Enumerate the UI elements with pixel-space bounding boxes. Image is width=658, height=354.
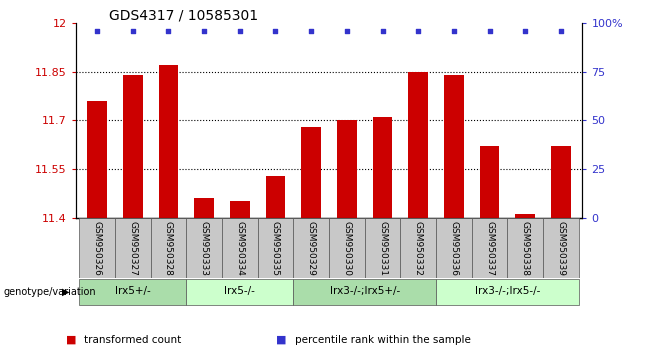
Bar bbox=[400, 218, 436, 278]
Bar bbox=[507, 218, 543, 278]
Bar bbox=[436, 279, 579, 305]
Point bbox=[520, 28, 530, 34]
Point bbox=[555, 28, 566, 34]
Text: GSM950333: GSM950333 bbox=[199, 221, 209, 276]
Bar bbox=[88, 101, 107, 218]
Point bbox=[163, 28, 174, 34]
Text: lrx5-/-: lrx5-/- bbox=[224, 286, 255, 297]
Text: GSM950339: GSM950339 bbox=[557, 221, 565, 276]
Text: GSM950332: GSM950332 bbox=[414, 221, 422, 276]
Text: GSM950336: GSM950336 bbox=[449, 221, 459, 276]
Text: GSM950334: GSM950334 bbox=[236, 221, 244, 276]
Bar bbox=[194, 198, 214, 218]
Point bbox=[484, 28, 495, 34]
Text: GSM950330: GSM950330 bbox=[342, 221, 351, 276]
Bar bbox=[151, 218, 186, 278]
Text: transformed count: transformed count bbox=[84, 335, 182, 345]
Bar bbox=[222, 218, 258, 278]
Text: GSM950335: GSM950335 bbox=[271, 221, 280, 276]
Text: GSM950329: GSM950329 bbox=[307, 221, 316, 276]
Point bbox=[449, 28, 459, 34]
Bar bbox=[444, 75, 464, 218]
Bar bbox=[230, 201, 249, 218]
Bar bbox=[293, 279, 436, 305]
Point bbox=[306, 28, 316, 34]
Bar bbox=[329, 218, 365, 278]
Text: lrx3-/-;lrx5-/-: lrx3-/-;lrx5-/- bbox=[474, 286, 540, 297]
Text: GDS4317 / 10585301: GDS4317 / 10585301 bbox=[109, 9, 258, 23]
Bar bbox=[301, 127, 321, 218]
Point bbox=[377, 28, 388, 34]
Bar bbox=[543, 218, 579, 278]
Text: ▶: ▶ bbox=[62, 287, 69, 297]
Text: GSM950337: GSM950337 bbox=[485, 221, 494, 276]
Text: ■: ■ bbox=[66, 335, 76, 345]
Point bbox=[413, 28, 424, 34]
Text: ■: ■ bbox=[276, 335, 287, 345]
Text: GSM950328: GSM950328 bbox=[164, 221, 173, 276]
Bar bbox=[472, 218, 507, 278]
Point bbox=[128, 28, 138, 34]
Bar bbox=[266, 176, 286, 218]
Point bbox=[234, 28, 245, 34]
Bar bbox=[258, 218, 293, 278]
Bar bbox=[186, 279, 293, 305]
Bar bbox=[79, 218, 115, 278]
Bar bbox=[123, 75, 143, 218]
Point bbox=[270, 28, 281, 34]
Bar bbox=[515, 215, 535, 218]
Text: GSM950331: GSM950331 bbox=[378, 221, 387, 276]
Point bbox=[342, 28, 352, 34]
Bar bbox=[365, 218, 400, 278]
Point bbox=[199, 28, 209, 34]
Bar bbox=[436, 218, 472, 278]
Bar bbox=[159, 65, 178, 218]
Bar bbox=[79, 279, 186, 305]
Text: lrx5+/-: lrx5+/- bbox=[115, 286, 151, 297]
Bar bbox=[372, 117, 392, 218]
Text: lrx3-/-;lrx5+/-: lrx3-/-;lrx5+/- bbox=[330, 286, 400, 297]
Bar bbox=[551, 146, 570, 218]
Bar bbox=[480, 146, 499, 218]
Text: percentile rank within the sample: percentile rank within the sample bbox=[295, 335, 470, 345]
Text: genotype/variation: genotype/variation bbox=[3, 287, 96, 297]
Bar bbox=[337, 120, 357, 218]
Bar bbox=[409, 72, 428, 218]
Bar bbox=[115, 218, 151, 278]
Point bbox=[92, 28, 103, 34]
Text: GSM950327: GSM950327 bbox=[128, 221, 138, 276]
Bar bbox=[293, 218, 329, 278]
Text: GSM950326: GSM950326 bbox=[93, 221, 101, 276]
Text: GSM950338: GSM950338 bbox=[520, 221, 530, 276]
Bar bbox=[186, 218, 222, 278]
